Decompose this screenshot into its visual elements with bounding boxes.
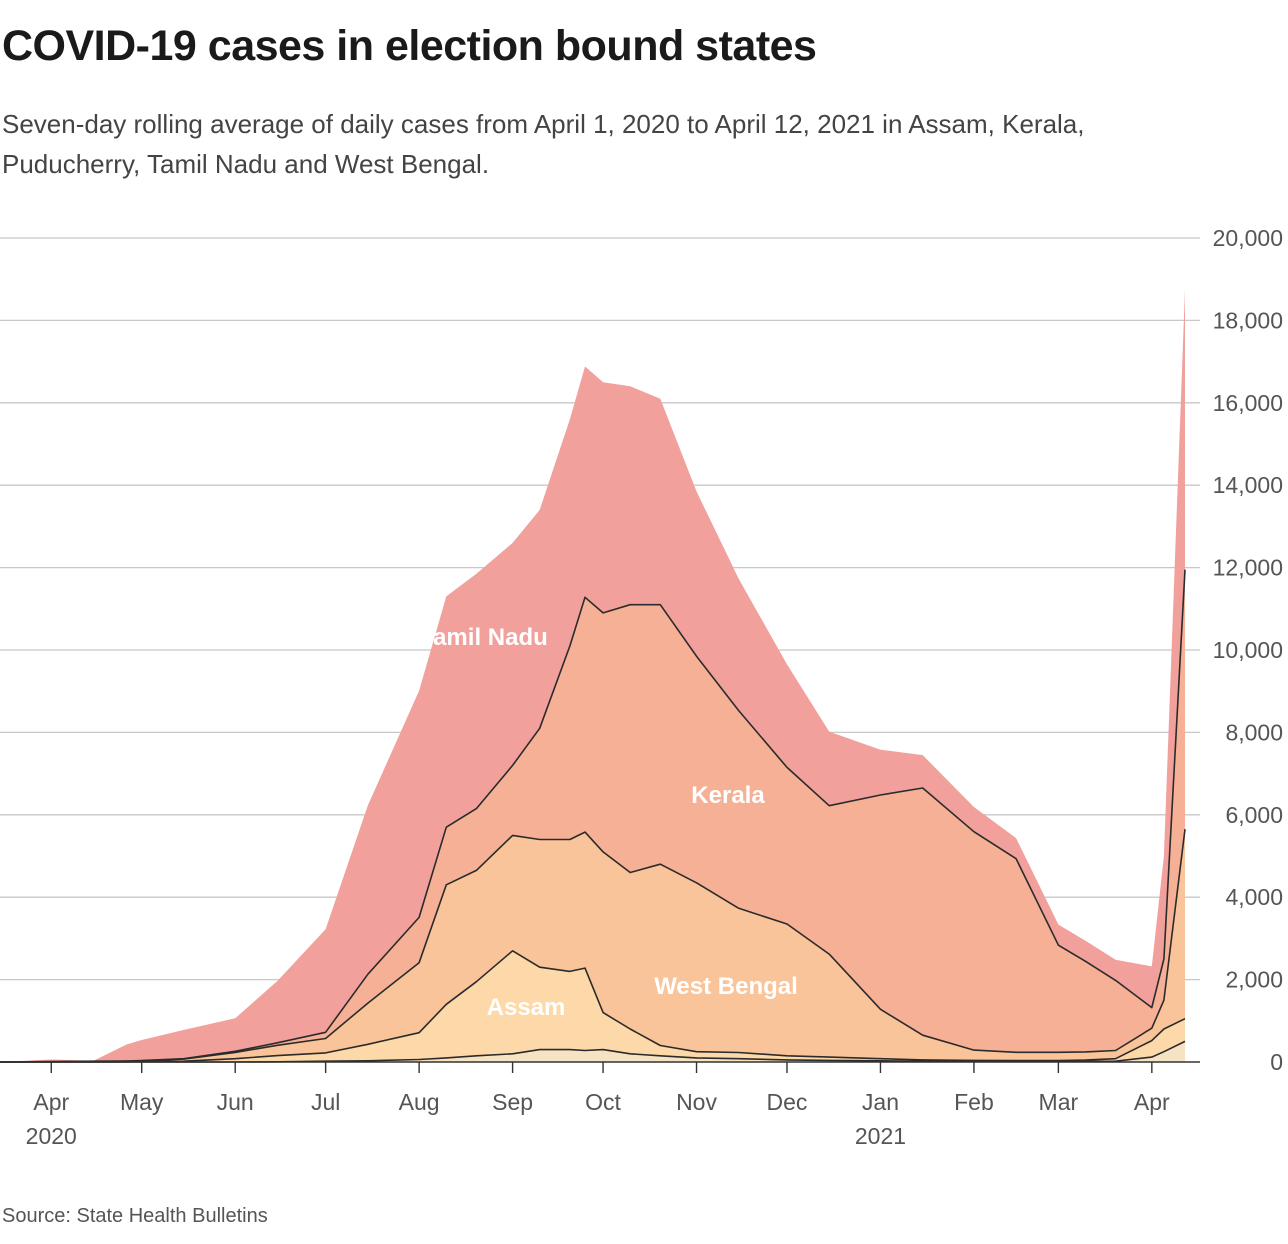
- x-tick-label: Dec: [767, 1089, 808, 1115]
- y-axis-labels: 0 2,000 4,000 6,000 8,000 10,000 12,000 14,000 1…: [1213, 225, 1283, 1075]
- label-tamil-nadu: Tamil Nadu: [420, 624, 548, 651]
- x-tick-year: 2020: [26, 1123, 77, 1149]
- x-tick-label: Aug: [399, 1089, 440, 1115]
- y-tick-label: 6,000: [1225, 802, 1283, 828]
- source-note: Source: State Health Bulletins: [2, 1205, 268, 1227]
- x-tick-label: Jul: [311, 1089, 340, 1115]
- x-tick-label: Jan: [862, 1089, 899, 1115]
- y-tick-label: 16,000: [1213, 390, 1283, 416]
- x-tick-label: Sep: [492, 1089, 533, 1115]
- y-tick-label: 20,000: [1213, 225, 1283, 251]
- x-axis-labels: Apr 2020 May Jun Jul Aug Sep Oct Nov Dec Jan 2021 Fe…: [26, 1089, 1170, 1149]
- x-tick-label: Feb: [954, 1089, 994, 1115]
- y-tick-label: 2,000: [1225, 967, 1283, 993]
- area-tamil-nadu: [0, 289, 1185, 1062]
- series-areas: [0, 289, 1185, 1062]
- y-tick-label: 12,000: [1213, 555, 1283, 581]
- x-tick-label: Apr: [1134, 1089, 1170, 1115]
- x-tick-year: 2021: [855, 1123, 906, 1149]
- label-kerala: Kerala: [691, 782, 765, 809]
- area-assam: [0, 950, 1185, 1062]
- y-tick-label: 8,000: [1225, 719, 1283, 745]
- y-tick-label: 14,000: [1213, 472, 1283, 498]
- label-west-bengal: West Bengal: [654, 973, 798, 1000]
- x-tick-label: Nov: [676, 1089, 717, 1115]
- chart-title: COVID-19 cases in election bound states: [2, 22, 817, 70]
- y-tick-label: 18,000: [1213, 307, 1283, 333]
- series-labels: Tamil Nadu Kerala West Bengal Assam: [420, 624, 798, 1021]
- outline-assam: [0, 950, 1186, 1063]
- y-tick-label: 10,000: [1213, 637, 1283, 663]
- x-tick-label: Jun: [217, 1089, 254, 1115]
- area-west-bengal: [0, 829, 1185, 1062]
- area-kerala: [0, 569, 1185, 1062]
- outline-kerala: [0, 569, 1186, 1063]
- x-tick-label: Apr: [33, 1089, 69, 1115]
- y-tick-label: 0: [1270, 1049, 1283, 1075]
- label-assam: Assam: [487, 994, 566, 1021]
- x-tick-label: Oct: [585, 1089, 621, 1115]
- y-tick-label: 4,000: [1225, 884, 1283, 910]
- x-tick-label: May: [120, 1089, 164, 1115]
- area-puducherry: [0, 1041, 1185, 1062]
- x-axis: [0, 1061, 1200, 1073]
- chart-subtitle: Seven-day rolling average of daily cases…: [2, 109, 1085, 179]
- x-tick-label: Mar: [1039, 1089, 1079, 1115]
